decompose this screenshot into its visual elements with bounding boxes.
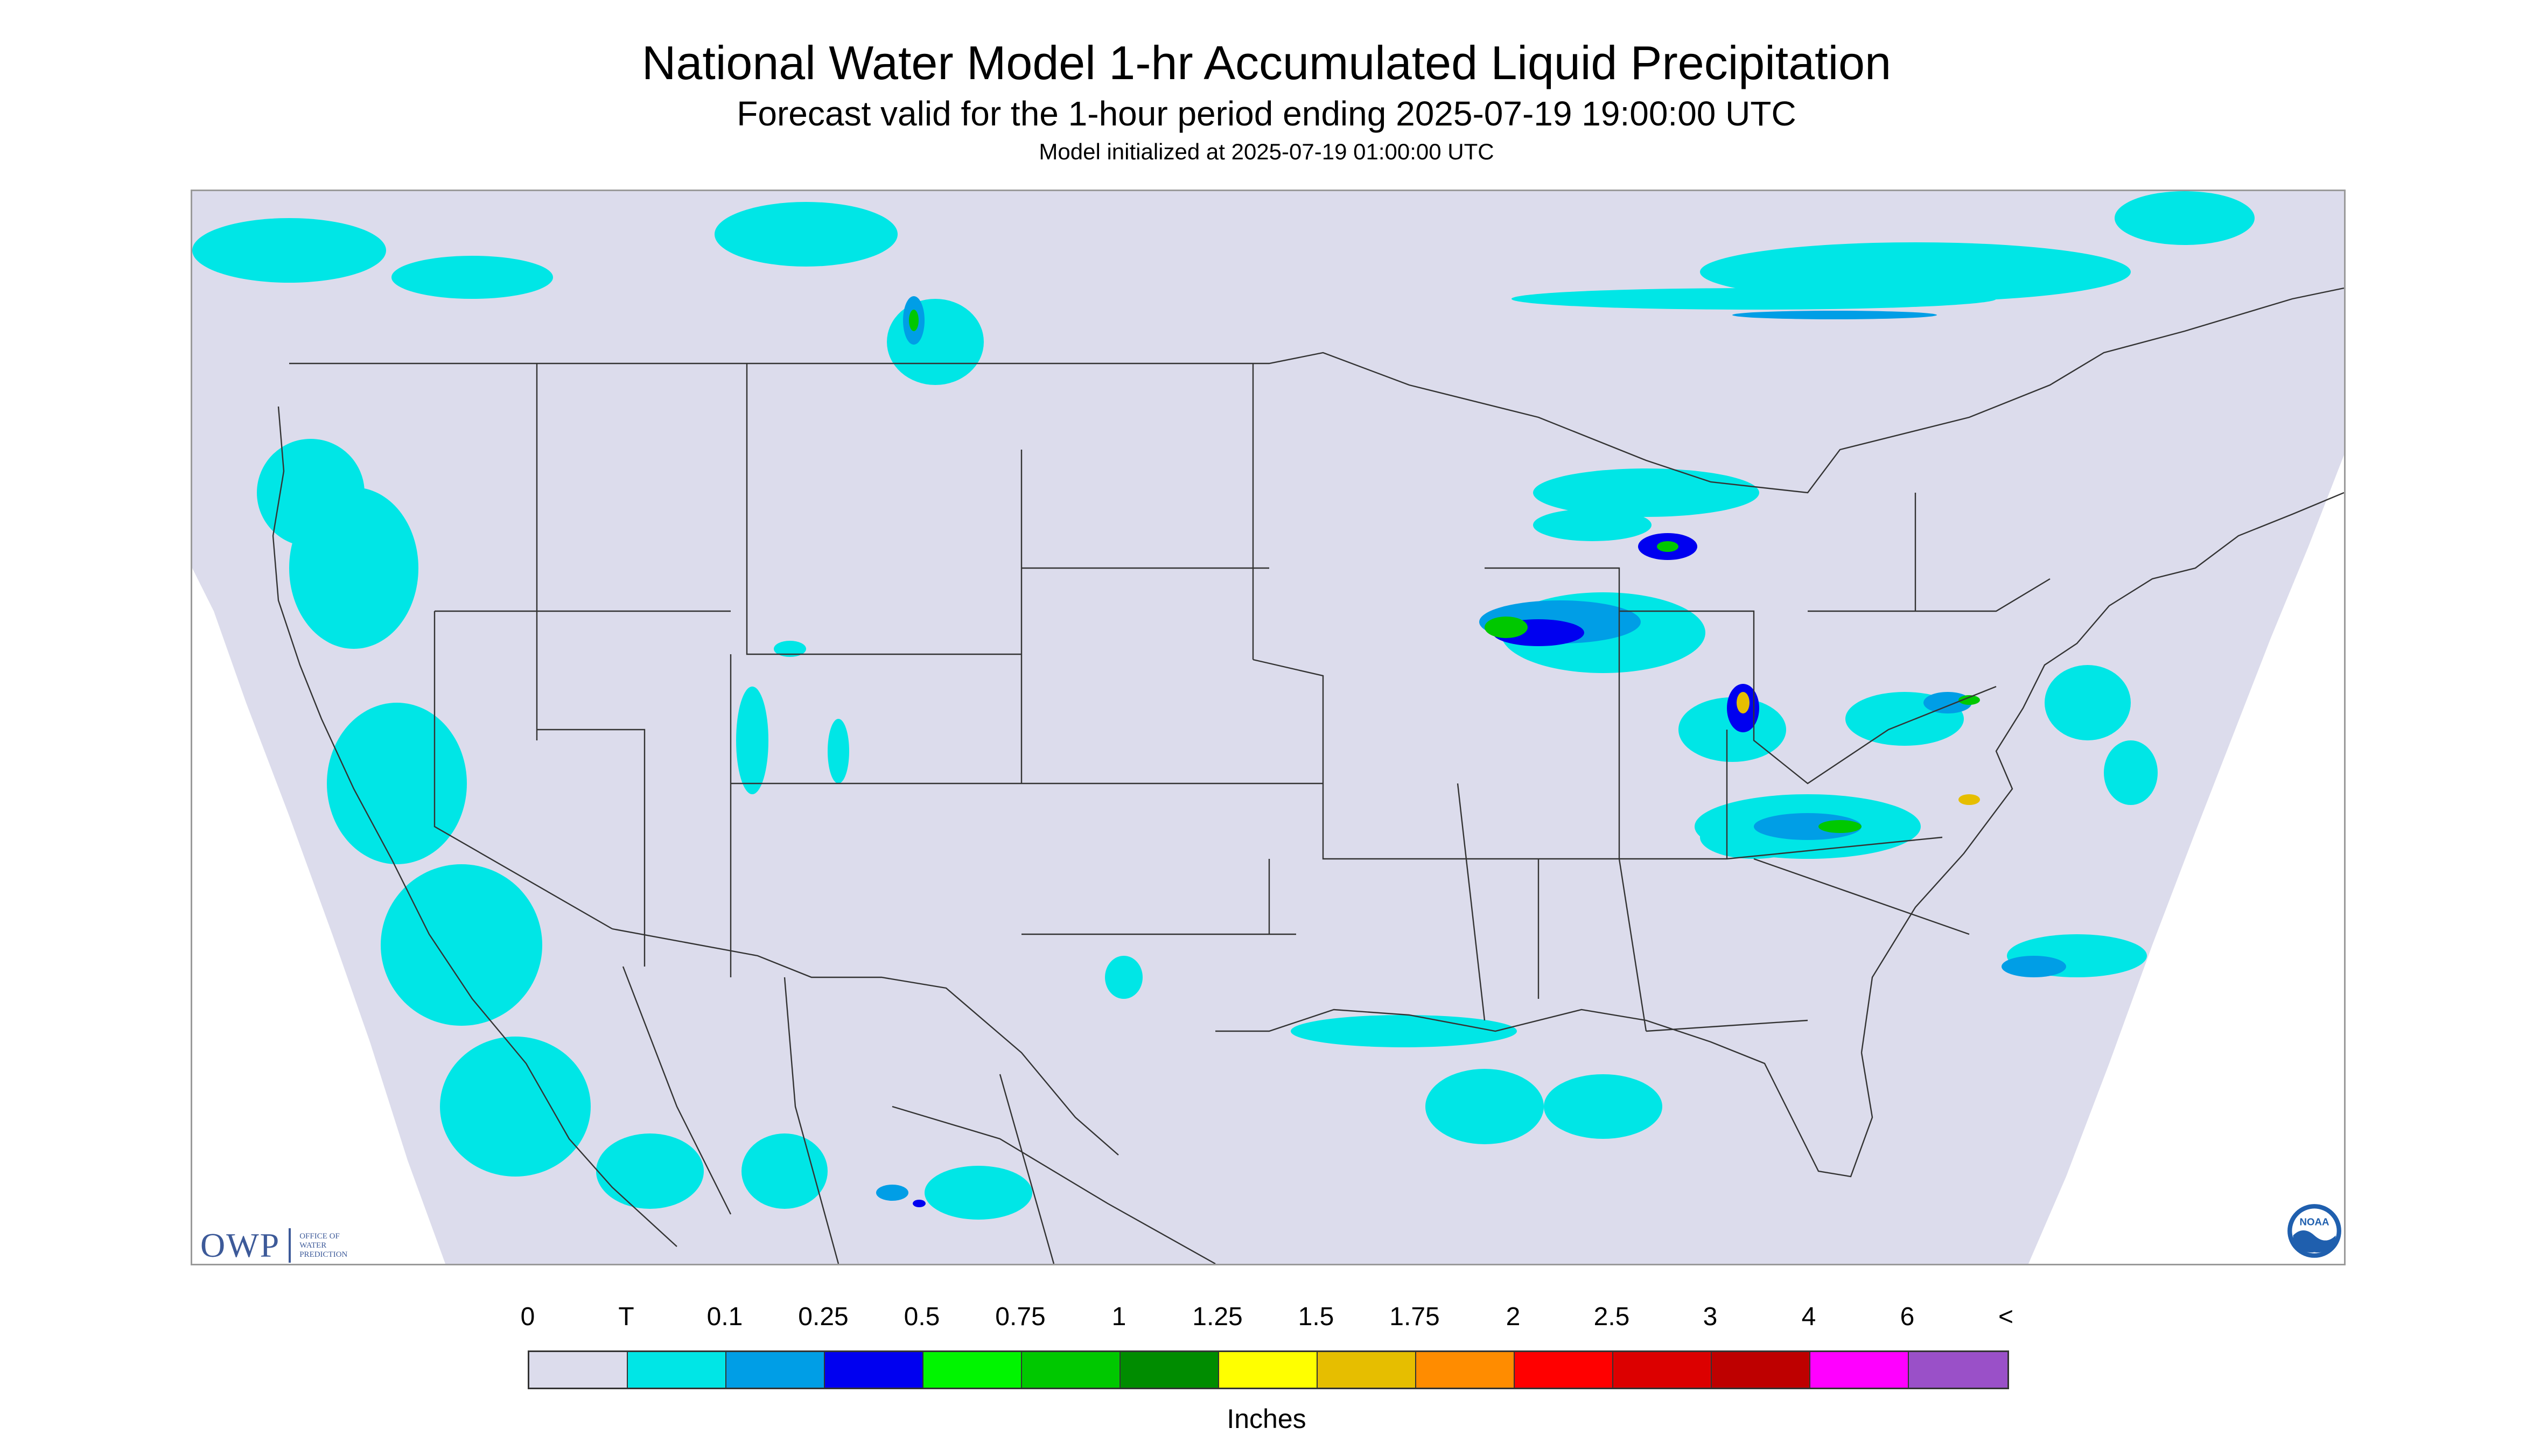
- colorbar-cell: [628, 1352, 726, 1388]
- precip-cell-trace: [1700, 242, 2131, 302]
- coastline-atlantic: [1860, 492, 2344, 1053]
- colorbar-tick-label: T: [618, 1303, 634, 1331]
- owp-logo: OWP OFFICE OF WATER PREDICTION: [200, 1226, 386, 1265]
- colorbar-tick-label: 0.5: [904, 1303, 940, 1331]
- border-canada-us: [289, 287, 2344, 494]
- precip-cell-light: [1754, 813, 1862, 840]
- colorbar-cell: [1613, 1352, 1712, 1388]
- precip-cell-light: [1732, 311, 1937, 319]
- precip-cell-moderate: [913, 1200, 926, 1207]
- precip-cell-trace: [2045, 665, 2131, 740]
- owp-logo-mark: OWP: [200, 1226, 281, 1264]
- precip-cell-intense: [1958, 794, 1980, 805]
- colorbar-tick-label: 2.5: [1593, 1303, 1630, 1331]
- precip-cell-trace: [774, 641, 806, 657]
- colorbar-tick-label: 1.75: [1389, 1303, 1440, 1331]
- precip-cell-heavy: [1818, 820, 1862, 833]
- precip-cell-trace: [192, 218, 386, 283]
- precip-cell-trace: [440, 1037, 591, 1177]
- precip-cell-trace: [925, 1166, 1032, 1220]
- owp-logo-divider: [289, 1228, 291, 1263]
- noaa-logo: NOAA: [2287, 1204, 2341, 1258]
- colorbar-cell: [1515, 1352, 1613, 1388]
- colorbar-units: Inches: [1227, 1404, 1306, 1434]
- political-boundaries: [272, 287, 2344, 1264]
- precip-cell-light: [876, 1185, 908, 1201]
- precip-cell-trace: [1533, 468, 1759, 517]
- model-init-line: Model initialized at 2025-07-19 01:00:00…: [1039, 139, 1494, 164]
- noaa-logo-text: NOAA: [2299, 1216, 2329, 1228]
- colorbar-tick-label: 3: [1703, 1303, 1718, 1331]
- state-lines-central: [1021, 363, 1943, 1021]
- precip-cell-trace: [715, 202, 898, 267]
- model-domain: [192, 191, 2344, 1264]
- precip-cell-trace: [887, 299, 984, 385]
- colorbar-tick-label: 0.25: [798, 1303, 849, 1331]
- precip-cell-trace: [1512, 288, 1996, 310]
- colorbar-cell: [726, 1352, 825, 1388]
- precip-cell-heavy: [1485, 617, 1528, 638]
- state-lines-east: [1537, 493, 2051, 1032]
- precip-cell-trace: [736, 687, 768, 794]
- precip-cell-heavy: [909, 310, 919, 331]
- colorbar-cell: [1022, 1352, 1121, 1388]
- colorbar-tick-label: 4: [1801, 1303, 1816, 1331]
- map-canvas: [192, 191, 2344, 1264]
- map-title: National Water Model 1-hr Accumulated Li…: [641, 36, 1892, 89]
- precip-cell-trace: [1291, 1015, 1517, 1047]
- colorbar-cell: [1416, 1352, 1515, 1388]
- coastline-pacific: [272, 406, 677, 1247]
- owp-logo-text: OFFICE OF WATER PREDICTION: [299, 1232, 386, 1259]
- colorbar-cell: [1712, 1352, 1810, 1388]
- colorbar-tick-label: 0.1: [706, 1303, 743, 1331]
- colorbar: [528, 1350, 2009, 1389]
- precip-cell-trace: [596, 1133, 704, 1209]
- owp-logo-line: OFFICE OF: [299, 1231, 340, 1241]
- precip-cell-trace: [1425, 1069, 1544, 1144]
- precip-cell-heavy: [1657, 541, 1678, 552]
- precip-cell-trace: [391, 256, 553, 299]
- precip-cell-trace: [1678, 697, 1786, 762]
- colorbar-cell: [1219, 1352, 1318, 1388]
- colorbar-tick-label: 1.5: [1298, 1303, 1334, 1331]
- coastline-gulf: [1215, 1009, 1873, 1178]
- precip-cell-heavy: [1958, 695, 1980, 705]
- precip-cell-trace: [257, 439, 365, 547]
- precip-cell-trace: [2104, 740, 2158, 805]
- colorbar-cell: [529, 1352, 628, 1388]
- colorbar-cell: [1810, 1352, 1909, 1388]
- colorbar-tick-label: 1: [1111, 1303, 1126, 1331]
- state-lines-west: [433, 363, 1296, 977]
- precip-cell-trace: [828, 719, 849, 783]
- precipitation-map: [191, 190, 2346, 1265]
- precipitation-field: [192, 191, 2255, 1220]
- colorbar-tick-label: 6: [1900, 1303, 1915, 1331]
- precip-cell-light: [1923, 692, 1972, 713]
- colorbar-cell: [1121, 1352, 1219, 1388]
- owp-logo-line: PREDICTION: [299, 1250, 348, 1259]
- precip-cell-trace: [1533, 509, 1652, 541]
- precip-cell-trace: [2115, 191, 2255, 245]
- precip-cell-light: [2002, 956, 2066, 977]
- precip-cell-trace: [1105, 956, 1143, 999]
- map-subtitle: Forecast valid for the 1-hour period end…: [737, 94, 1796, 133]
- colorbar-cell: [1318, 1352, 1416, 1388]
- colorbar-tick-label: 0: [520, 1303, 535, 1331]
- precip-cell-trace: [741, 1133, 828, 1209]
- precip-cell-trace: [327, 703, 467, 864]
- colorbar-cell: [1909, 1352, 2007, 1388]
- noaa-logo-wave: [2293, 1230, 2336, 1253]
- colorbar-tick-label: 2: [1506, 1303, 1521, 1331]
- owp-logo-line: WATER: [299, 1241, 327, 1250]
- colorbar-tick-label: 0.75: [995, 1303, 1046, 1331]
- border-us-mexico: [612, 928, 1119, 1156]
- colorbar-cell: [923, 1352, 1022, 1388]
- precip-cell-intense: [1737, 692, 1750, 713]
- mexico-states: [622, 966, 1216, 1264]
- precip-cell-trace: [1544, 1074, 1662, 1139]
- colorbar-tick-label: <: [1998, 1303, 2014, 1331]
- colorbar-tick-label: 1.25: [1192, 1303, 1243, 1331]
- colorbar-cell: [825, 1352, 923, 1388]
- precip-cell-trace: [381, 864, 542, 1026]
